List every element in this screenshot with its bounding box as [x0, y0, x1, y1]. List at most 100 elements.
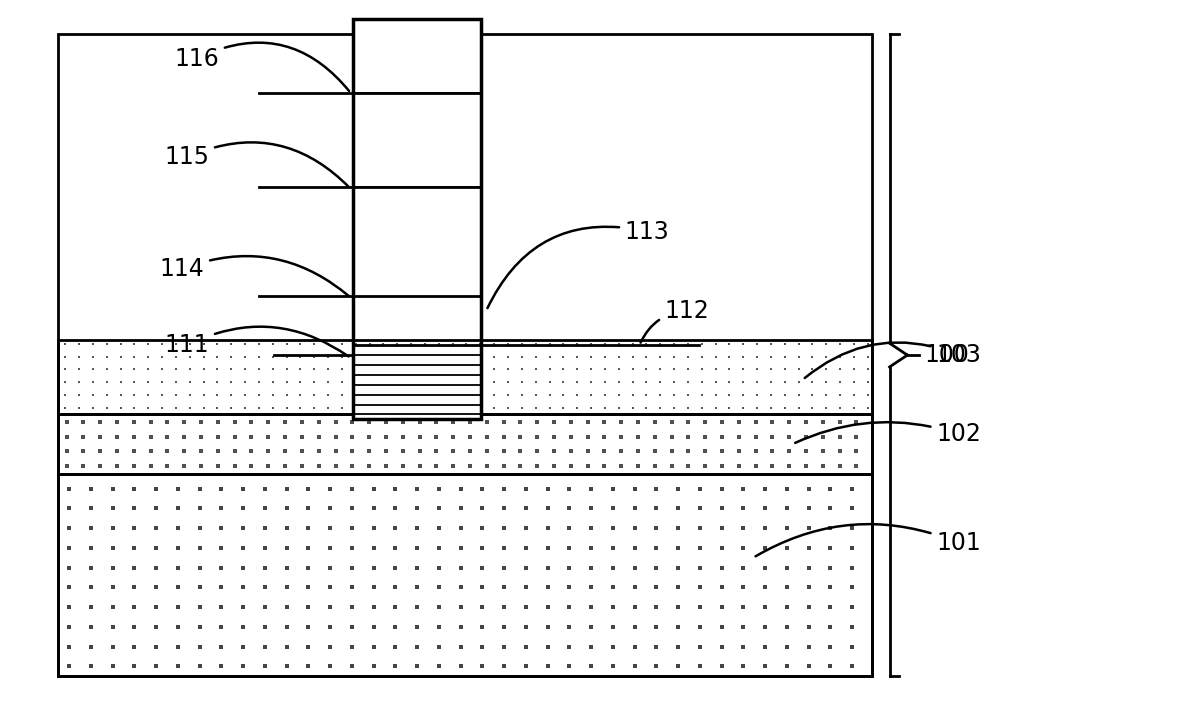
- Point: [485, 402, 504, 414]
- Point: [539, 621, 558, 633]
- Point: [250, 402, 269, 414]
- Point: [729, 460, 748, 472]
- Point: [408, 660, 427, 672]
- Point: [528, 446, 547, 457]
- Point: [637, 376, 656, 388]
- Point: [625, 502, 644, 514]
- Point: [495, 431, 514, 442]
- Point: [457, 376, 476, 388]
- Point: [191, 416, 210, 428]
- Point: [647, 502, 666, 514]
- Point: [146, 601, 165, 613]
- Point: [650, 351, 669, 362]
- Point: [166, 364, 185, 376]
- Point: [603, 660, 622, 672]
- Point: [212, 660, 231, 672]
- Point: [443, 389, 463, 401]
- Point: [540, 389, 559, 401]
- Point: [298, 542, 317, 554]
- Point: [277, 601, 296, 613]
- Point: [152, 402, 171, 414]
- Point: [125, 446, 144, 457]
- Point: [748, 402, 767, 414]
- Point: [647, 581, 666, 593]
- Point: [125, 542, 144, 554]
- Point: [385, 621, 404, 633]
- Point: [111, 376, 130, 388]
- Point: [212, 621, 231, 633]
- Point: [276, 416, 295, 428]
- Point: [190, 621, 209, 633]
- Point: [734, 601, 753, 613]
- Point: [803, 364, 822, 376]
- Point: [567, 364, 586, 376]
- Point: [511, 431, 530, 442]
- Point: [803, 389, 822, 401]
- Point: [81, 660, 100, 672]
- Point: [385, 522, 404, 534]
- Point: [780, 431, 799, 442]
- Point: [596, 351, 615, 362]
- Point: [637, 364, 656, 376]
- Point: [81, 581, 100, 593]
- Point: [691, 621, 710, 633]
- Point: [473, 522, 492, 534]
- Point: [789, 364, 809, 376]
- Point: [190, 502, 209, 514]
- Point: [495, 641, 514, 652]
- Point: [611, 446, 630, 457]
- Point: [539, 641, 558, 652]
- Point: [103, 641, 122, 652]
- Point: [277, 542, 296, 554]
- Point: [485, 364, 504, 376]
- Point: [321, 641, 340, 652]
- Point: [402, 402, 421, 414]
- Point: [298, 621, 317, 633]
- Point: [346, 364, 365, 376]
- Point: [111, 351, 130, 362]
- Point: [429, 562, 448, 573]
- Point: [831, 338, 850, 349]
- Point: [609, 364, 628, 376]
- Point: [90, 431, 109, 442]
- Point: [581, 601, 600, 613]
- Text: 116: 116: [175, 43, 350, 91]
- Point: [103, 483, 122, 494]
- Point: [233, 581, 252, 593]
- Point: [212, 522, 231, 534]
- Point: [309, 460, 328, 472]
- Point: [415, 364, 434, 376]
- Point: [81, 483, 100, 494]
- Point: [191, 431, 210, 442]
- Point: [457, 351, 476, 362]
- Point: [647, 621, 666, 633]
- Point: [346, 402, 365, 414]
- Point: [429, 542, 448, 554]
- Point: [748, 389, 767, 401]
- Point: [831, 389, 850, 401]
- Point: [775, 338, 794, 349]
- Point: [346, 376, 365, 388]
- Point: [712, 431, 731, 442]
- Point: [298, 522, 317, 534]
- Point: [221, 402, 240, 414]
- Point: [843, 502, 862, 514]
- Point: [778, 641, 797, 652]
- Point: [321, 581, 340, 593]
- Point: [59, 621, 78, 633]
- Point: [146, 581, 165, 593]
- Point: [81, 601, 100, 613]
- Point: [596, 338, 615, 349]
- Point: [512, 376, 531, 388]
- Point: [498, 338, 517, 349]
- Point: [691, 581, 710, 593]
- Point: [451, 562, 470, 573]
- Point: [637, 351, 656, 362]
- Point: [646, 446, 665, 457]
- Point: [388, 376, 407, 388]
- Point: [843, 660, 862, 672]
- Point: [158, 446, 177, 457]
- Point: [763, 416, 782, 428]
- Point: [321, 660, 340, 672]
- Point: [567, 351, 586, 362]
